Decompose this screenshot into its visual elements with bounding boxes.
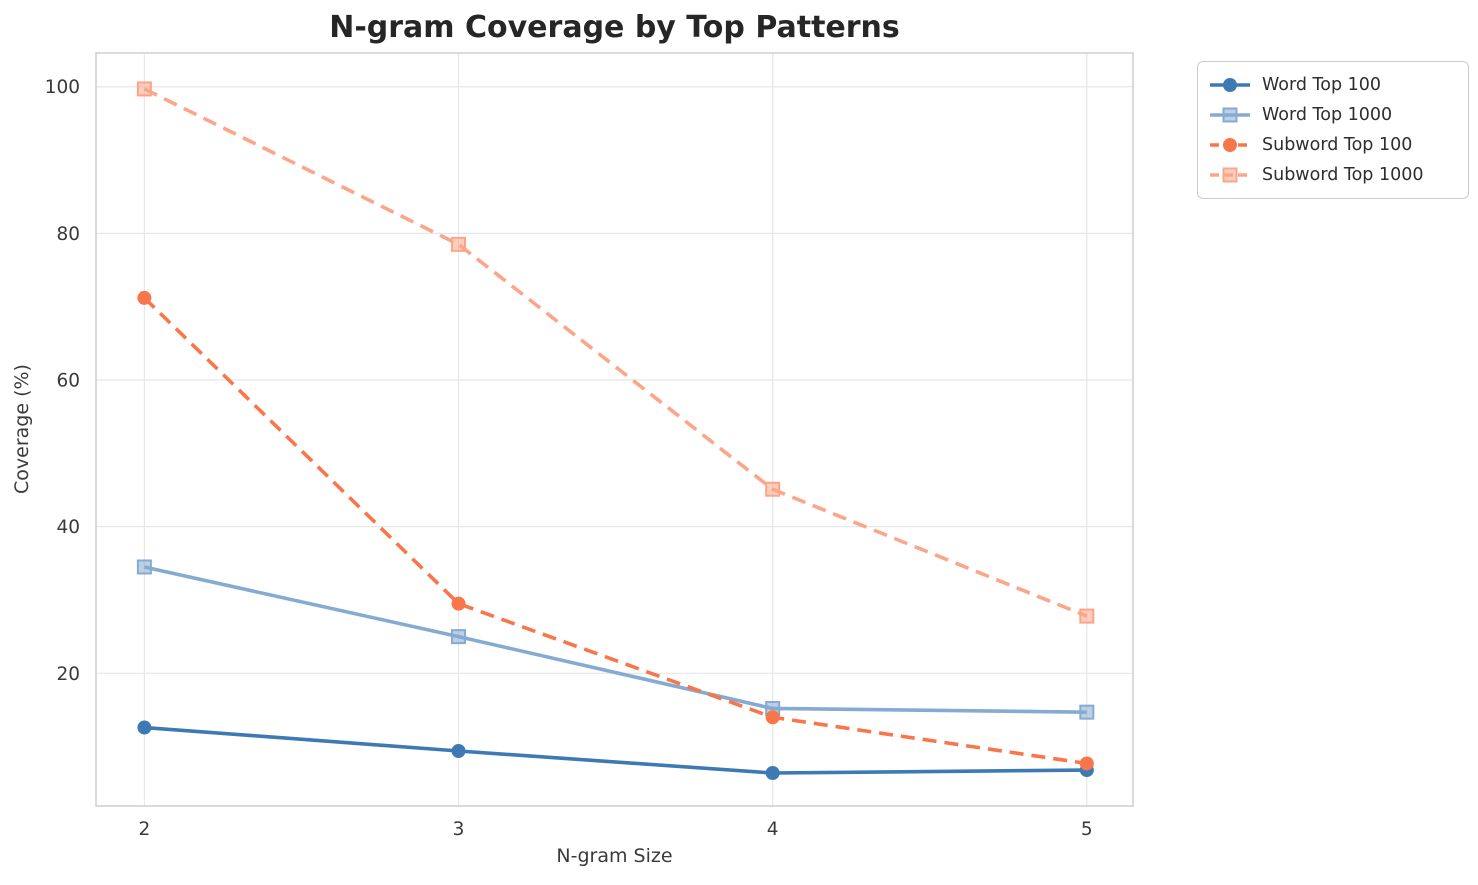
series-marker-subword-top-100	[451, 596, 466, 611]
legend-item-word-top-1000: Word Top 1000	[1208, 100, 1456, 130]
series-marker-word-top-1000	[451, 629, 467, 645]
legend-swatch-circle-icon	[1210, 138, 1250, 152]
series-marker-subword-top-100	[1079, 756, 1094, 771]
legend-label: Word Top 1000	[1262, 105, 1393, 125]
legend-label: Subword Top 100	[1262, 135, 1413, 155]
y-tick-label: 60	[56, 371, 80, 392]
x-tick-label: 2	[138, 819, 150, 840]
series-subword-top-1000	[136, 81, 1095, 624]
y-tick-label: 100	[45, 77, 80, 98]
series-word-top-1000	[136, 559, 1095, 720]
legend-label: Word Top 100	[1262, 75, 1382, 95]
series-marker-word-top-100	[765, 766, 780, 781]
x-axis-label: N-gram Size	[556, 845, 673, 867]
series-line-subword-top-1000	[143, 87, 1088, 618]
legend-marker	[1223, 78, 1237, 92]
series-marker-word-top-1000	[136, 559, 152, 575]
y-axis-label: Coverage (%)	[11, 364, 33, 494]
y-tick-label: 20	[56, 664, 80, 685]
x-tick-label: 3	[453, 819, 465, 840]
series-marker-word-top-1000	[1079, 704, 1095, 720]
legend-item-word-top-100: Word Top 100	[1208, 70, 1456, 100]
legend: Word Top 100 Word Top 1000 Subword Top 100…	[1197, 61, 1469, 199]
legend-marker	[1222, 167, 1238, 183]
series-marker-subword-top-1000	[1079, 608, 1095, 624]
x-tick-label: 4	[767, 819, 779, 840]
x-tick-label: 5	[1081, 819, 1093, 840]
series-marker-subword-top-100	[765, 710, 780, 725]
series-line-word-top-1000	[143, 565, 1087, 714]
series-marker-word-top-100	[451, 744, 466, 759]
series-subword-top-100	[137, 290, 1094, 771]
series-marker-word-top-100	[137, 720, 152, 735]
y-tick-label: 80	[56, 224, 80, 245]
legend-item-subword-top-100: Subword Top 100	[1208, 130, 1456, 160]
series-line-word-top-100	[144, 725, 1087, 775]
series-marker-subword-top-100	[137, 290, 152, 305]
legend-marker	[1222, 107, 1238, 123]
plot-border	[95, 52, 1134, 807]
y-tick-label: 40	[56, 517, 80, 538]
series-marker-subword-top-1000	[136, 81, 152, 97]
legend-swatch-square-icon	[1210, 167, 1250, 183]
series-marker-subword-top-1000	[451, 236, 467, 252]
legend-swatch-circle-icon	[1210, 78, 1250, 92]
chart-title: N-gram Coverage by Top Patterns	[329, 10, 900, 45]
legend-swatch-square-icon	[1210, 107, 1250, 123]
series-line-subword-top-100	[143, 296, 1088, 766]
legend-label: Subword Top 1000	[1262, 165, 1424, 185]
legend-item-subword-top-1000: Subword Top 1000	[1208, 160, 1456, 190]
series-word-top-100	[137, 720, 1094, 781]
legend-marker	[1223, 138, 1237, 152]
series-marker-subword-top-1000	[765, 481, 781, 497]
